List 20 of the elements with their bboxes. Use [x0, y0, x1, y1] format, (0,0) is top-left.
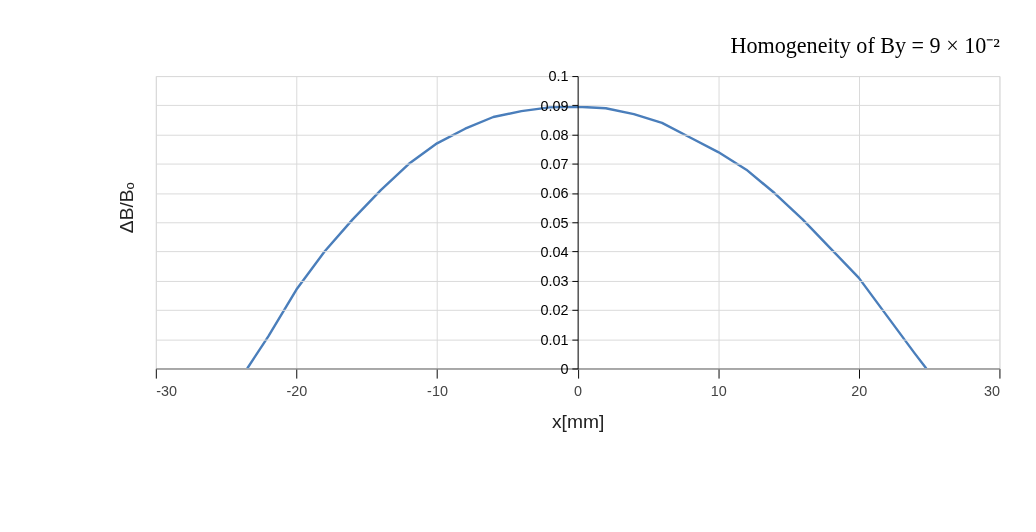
y-tick-label: 0: [560, 360, 569, 377]
y-tick-label: 0.07: [540, 156, 569, 173]
y-tick-label: 0.05: [540, 214, 569, 231]
y-tick-label: 0.02: [540, 302, 569, 319]
y-tick-label: 0.06: [540, 185, 569, 202]
y-tick-label: 0.1: [548, 68, 569, 85]
x-tick-label: -10: [427, 382, 448, 399]
x-tick-label: 30: [983, 382, 1000, 399]
x-axis-title: x[mm]: [551, 410, 605, 432]
y-tick-label: 0.01: [540, 331, 569, 348]
y-tick-label: 0.03: [540, 273, 569, 290]
y-axis-title: ΔB/Bₒ: [115, 182, 137, 234]
x-tick-label: 10: [710, 382, 727, 399]
y-tick-label: 0.04: [540, 243, 569, 260]
x-tick-label: -20: [286, 382, 308, 399]
x-tick-label: 20: [851, 382, 868, 399]
y-tick-label: 0.08: [540, 126, 569, 143]
x-tick-label: -30: [156, 382, 178, 399]
chart-title: Homogeneity of By = 9 × 10⁻²: [730, 32, 1001, 58]
x-tick-label: 0: [574, 382, 583, 399]
